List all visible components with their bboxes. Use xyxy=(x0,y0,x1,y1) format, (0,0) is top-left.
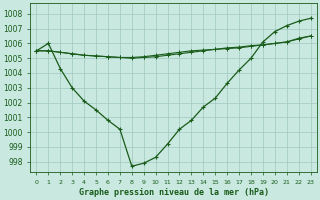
X-axis label: Graphe pression niveau de la mer (hPa): Graphe pression niveau de la mer (hPa) xyxy=(78,188,268,197)
